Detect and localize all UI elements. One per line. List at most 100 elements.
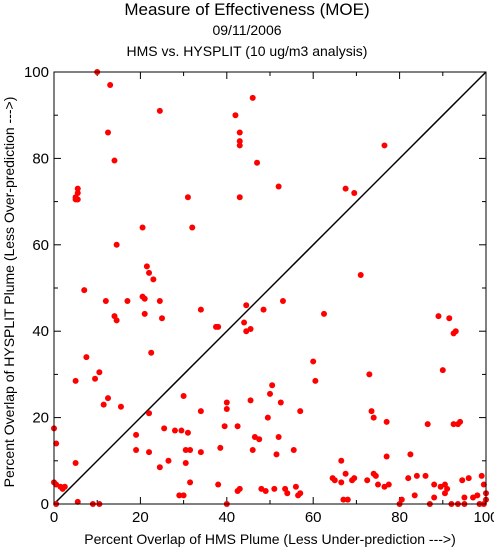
data-point — [368, 408, 375, 415]
data-point — [223, 405, 230, 412]
data-point — [459, 477, 466, 484]
data-point — [269, 382, 276, 389]
data-point — [232, 112, 239, 119]
data-point — [184, 429, 191, 436]
y-tick-labels: 0 20 40 60 80 100 — [24, 64, 49, 513]
data-point — [424, 421, 431, 428]
data-point — [256, 436, 263, 443]
data-point — [454, 421, 461, 428]
data-point — [156, 297, 163, 304]
data-point — [217, 444, 224, 451]
x-tick-label: 80 — [391, 509, 408, 526]
data-point — [61, 483, 68, 490]
plot-frame — [53, 71, 487, 505]
data-point — [92, 375, 99, 382]
data-point — [124, 297, 131, 304]
data-point — [297, 408, 304, 415]
x-tick-labels: 0 20 40 60 80 100 — [50, 509, 494, 526]
data-point — [236, 138, 243, 145]
data-point — [223, 399, 230, 406]
data-point — [431, 494, 438, 501]
y-tick-label: 20 — [32, 410, 49, 427]
data-point — [197, 408, 204, 415]
data-point — [184, 194, 191, 201]
one-to-one-line — [53, 71, 487, 505]
data-point — [141, 295, 148, 302]
data-point — [439, 367, 446, 374]
chart-subtitle: HMS vs. HYSPLIT (10 ug/m3 analysis) — [126, 43, 368, 59]
data-point — [180, 393, 187, 399]
x-tick-label: 100 — [473, 509, 494, 526]
data-point — [100, 401, 107, 408]
data-point — [405, 475, 412, 482]
data-point — [480, 481, 487, 488]
data-point — [277, 399, 284, 406]
data-point — [111, 157, 118, 164]
data-point — [338, 457, 345, 464]
data-point — [431, 481, 438, 488]
data-point — [366, 371, 373, 378]
data-point — [435, 313, 442, 320]
data-point — [105, 395, 111, 402]
data-point — [187, 447, 194, 453]
data-point — [279, 297, 286, 304]
data-point — [372, 472, 379, 479]
data-point — [383, 418, 390, 425]
y-tick-label: 80 — [32, 150, 49, 167]
data-point — [83, 354, 90, 361]
data-point — [254, 159, 261, 166]
data-point — [234, 423, 241, 430]
data-point — [450, 421, 457, 428]
reference-line-layer — [53, 71, 487, 505]
data-point — [146, 410, 153, 417]
data-point — [381, 142, 388, 149]
data-point — [176, 492, 183, 499]
data-point — [113, 241, 120, 248]
data-point — [407, 451, 414, 458]
data-point — [117, 403, 124, 410]
data-point — [197, 306, 204, 313]
data-point — [146, 449, 153, 456]
data-point — [370, 414, 377, 421]
data-point — [215, 481, 222, 488]
data-point — [385, 481, 392, 488]
data-point — [182, 459, 189, 466]
data-point — [411, 492, 418, 499]
x-tick-label: 0 — [50, 509, 58, 526]
data-point — [72, 459, 79, 466]
data-point — [340, 496, 347, 503]
data-point — [141, 310, 148, 317]
data-point — [171, 427, 178, 434]
x-tick-label: 40 — [218, 509, 235, 526]
data-point — [364, 477, 371, 484]
data-point — [344, 496, 351, 503]
chart-date: 09/11/2006 — [212, 22, 282, 38]
x-tick-label: 60 — [305, 509, 322, 526]
data-point — [338, 479, 345, 486]
data-point — [150, 276, 157, 283]
chart-title: Measure of Effectiveness (MOE) — [124, 0, 370, 19]
data-point — [221, 423, 228, 430]
data-point — [260, 306, 267, 313]
data-point — [180, 492, 187, 499]
data-point — [107, 81, 114, 88]
data-point — [247, 326, 254, 333]
data-point — [264, 414, 271, 421]
data-point — [187, 479, 194, 486]
data-point — [331, 477, 338, 484]
data-point — [312, 377, 319, 384]
data-point — [273, 451, 280, 458]
y-axis-label: Percent Overlap of HYSPLIT Plume (Less O… — [1, 97, 17, 488]
data-point — [156, 107, 163, 114]
data-point — [74, 498, 81, 505]
data-point — [189, 224, 196, 231]
data-point — [413, 472, 420, 479]
x-axis-label: Percent Overlap of HMS Plume (Less Under… — [84, 531, 456, 547]
data-point — [351, 475, 358, 482]
data-point — [465, 475, 472, 482]
y-tick-label: 100 — [24, 64, 49, 81]
data-point — [351, 189, 358, 196]
data-point — [74, 196, 81, 203]
data-point — [236, 485, 243, 492]
